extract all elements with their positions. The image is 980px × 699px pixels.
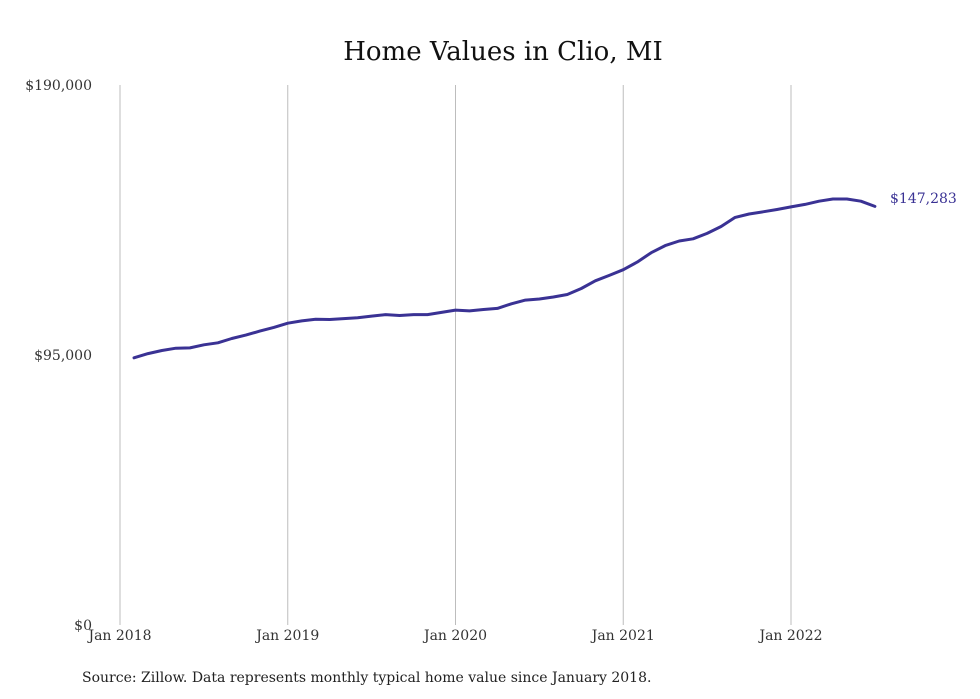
series-line (132, 197, 877, 360)
y-axis-ticks: $0 $95,000 $190,000 (25, 78, 92, 634)
y-tick-label: $0 (74, 618, 92, 634)
grid-lines (119, 85, 792, 625)
source-note: Source: Zillow. Data represents monthly … (82, 670, 651, 686)
x-tick-label: Jan 2019 (254, 628, 319, 644)
y-tick-label: $190,000 (25, 78, 92, 94)
x-tick-label: Jan 2020 (422, 628, 487, 644)
y-tick-label: $95,000 (34, 348, 92, 364)
x-tick-label: Jan 2021 (590, 628, 655, 644)
x-axis-ticks: Jan 2018 Jan 2019 Jan 2020 Jan 2021 Jan 2022 (86, 628, 822, 644)
x-tick-label: Jan 2018 (86, 628, 151, 644)
x-tick-label: Jan 2022 (757, 628, 822, 644)
chart-title: Home Values in Clio, MI (343, 37, 663, 67)
end-value-label: $147,283 (890, 191, 957, 207)
